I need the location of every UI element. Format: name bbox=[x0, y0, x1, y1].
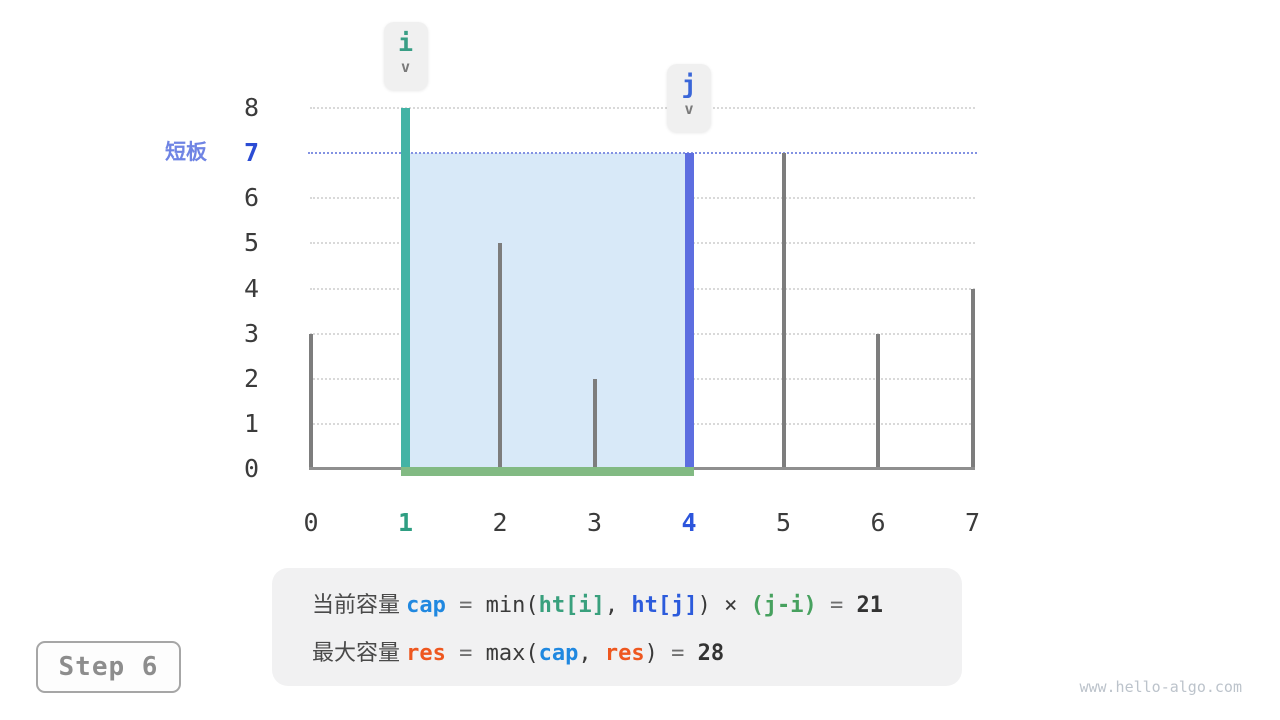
bar bbox=[498, 243, 502, 469]
x-tick-label: 0 bbox=[303, 508, 319, 537]
bar bbox=[592, 378, 597, 469]
bar bbox=[970, 288, 975, 469]
formula-token: , bbox=[604, 593, 632, 618]
formula-token: = bbox=[657, 641, 698, 666]
current-capacity-formula: 当前容量 cap = min(ht[i], ht[j]) × (j-i) = 2… bbox=[312, 587, 962, 619]
formula-token: = bbox=[445, 641, 486, 666]
x-tick-label: 1 bbox=[397, 508, 414, 537]
formula-token: ) bbox=[644, 641, 658, 666]
water-fill-region bbox=[405, 153, 689, 469]
short-board-label: 短板 bbox=[165, 141, 207, 165]
formula-token: 28 bbox=[697, 641, 725, 666]
formula-token: min( bbox=[485, 593, 539, 618]
formula-token: = bbox=[816, 593, 857, 618]
bar bbox=[309, 333, 313, 469]
arrow-down-icon: v bbox=[400, 58, 411, 76]
y-tick-label: 0 bbox=[243, 454, 259, 483]
step-badge: Step 6 bbox=[36, 641, 181, 693]
bar-j bbox=[684, 153, 694, 469]
site-watermark: www.hello-algo.com bbox=[1079, 678, 1242, 696]
y-tick-label: 8 bbox=[243, 93, 259, 122]
formula-token: ht[i] bbox=[538, 593, 605, 618]
arrow-down-icon: v bbox=[684, 100, 694, 118]
x-tick-label: 7 bbox=[964, 508, 981, 537]
formula-token: 当前容量 bbox=[312, 592, 407, 617]
x-tick-label: 6 bbox=[870, 508, 886, 537]
formula-token: (j-i) bbox=[750, 593, 817, 618]
formula-token: res bbox=[604, 641, 645, 666]
formula-token: ) × bbox=[697, 593, 751, 618]
bar bbox=[876, 333, 880, 469]
x-tick-label: 3 bbox=[586, 508, 603, 537]
y-tick-label: 4 bbox=[243, 273, 259, 303]
max-capacity-formula: 最大容量 res = max(cap, res) = 28 bbox=[312, 635, 962, 667]
formula-token: res bbox=[406, 641, 446, 666]
pointer-i-label: i bbox=[397, 28, 414, 57]
bar-i bbox=[401, 108, 410, 469]
y-tick-label: 5 bbox=[243, 228, 259, 258]
pointer-j-label: j bbox=[681, 70, 697, 99]
short-board-gridline bbox=[308, 152, 977, 155]
y-tick-label: 6 bbox=[243, 183, 259, 213]
formula-token: cap bbox=[406, 593, 446, 618]
y-tick-label: 1 bbox=[243, 408, 259, 438]
formula-token: 最大容量 bbox=[312, 640, 407, 665]
width-baseline bbox=[401, 466, 694, 476]
pointer-j-badge: j v bbox=[667, 64, 711, 132]
x-tick-label: 4 bbox=[681, 508, 697, 537]
x-tick-label: 5 bbox=[775, 508, 792, 537]
formula-token: 21 bbox=[856, 593, 884, 618]
pointer-i-badge: i v bbox=[383, 22, 428, 90]
formula-panel: 当前容量 cap = min(ht[i], ht[j]) × (j-i) = 2… bbox=[272, 568, 962, 686]
y-tick-label: 2 bbox=[243, 363, 259, 393]
x-tick-label: 2 bbox=[492, 508, 508, 537]
bar bbox=[781, 153, 786, 469]
y-tick-label: 3 bbox=[243, 318, 259, 348]
y-tick-label: 7 bbox=[243, 138, 259, 168]
formula-token: cap bbox=[538, 641, 579, 666]
formula-token: ht[j] bbox=[631, 593, 698, 618]
gridline bbox=[310, 107, 975, 109]
formula-token: = bbox=[445, 593, 486, 618]
formula-token: max( bbox=[485, 641, 539, 666]
formula-token: , bbox=[578, 641, 605, 666]
